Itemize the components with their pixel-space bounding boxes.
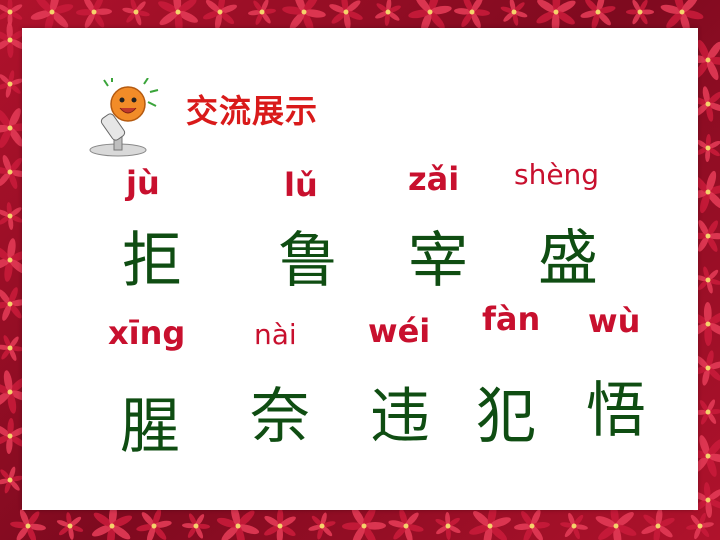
pinyin-nai: nài bbox=[254, 318, 297, 351]
hanzi-wu: 悟 bbox=[586, 376, 646, 446]
hanzi-fan: 犯 bbox=[476, 382, 536, 452]
pinyin-ju: jù bbox=[126, 164, 160, 202]
hanzi-xing: 腥 bbox=[120, 392, 180, 462]
hanzi-wei: 违 bbox=[370, 382, 430, 452]
page-title: 交流展示 bbox=[186, 92, 319, 130]
pinyin-wei: wéi bbox=[368, 312, 431, 350]
pinyin-fan: fàn bbox=[482, 300, 541, 338]
pinyin-lu: lǔ bbox=[284, 166, 318, 204]
hanzi-lu: 鲁 bbox=[278, 226, 338, 296]
hanzi-sheng: 盛 bbox=[538, 224, 598, 294]
pinyin-sheng: shèng bbox=[514, 158, 600, 191]
hanzi-zai: 宰 bbox=[408, 226, 468, 296]
hanzi-ju: 拒 bbox=[122, 226, 182, 296]
hanzi-nai: 奈 bbox=[250, 382, 310, 452]
pinyin-wu: wù bbox=[588, 302, 641, 340]
pinyin-zai: zǎi bbox=[408, 160, 460, 198]
pinyin-xing: xīng bbox=[108, 314, 186, 352]
microphone-icon bbox=[89, 78, 159, 157]
